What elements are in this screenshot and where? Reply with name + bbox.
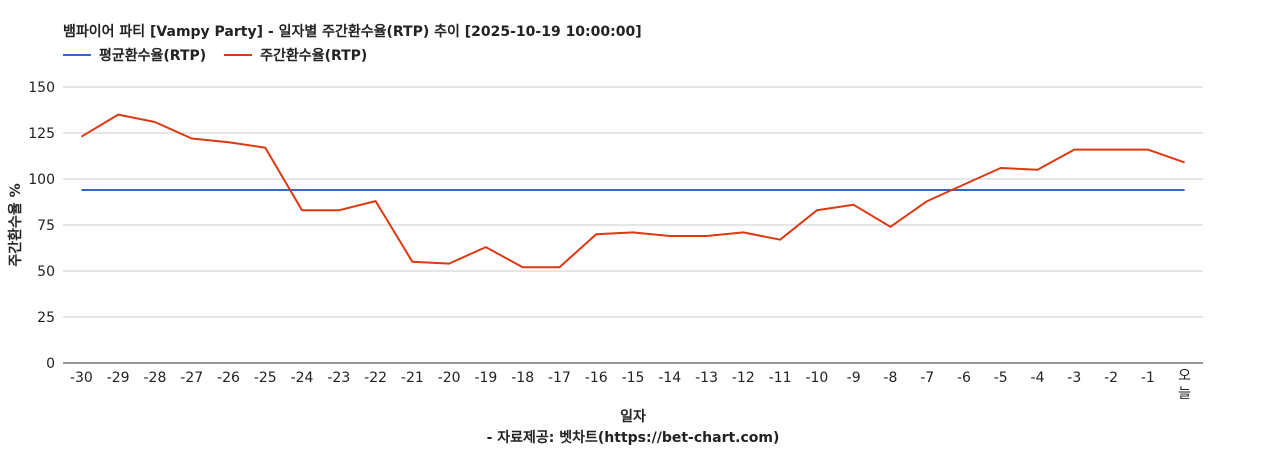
x-axis-title: 일자 — [620, 409, 646, 425]
x-tick-label: -28 — [143, 370, 166, 386]
x-tick-label: -29 — [107, 370, 130, 386]
legend-swatch-average — [63, 54, 91, 56]
legend-label-weekly: 주간환수율(RTP) — [260, 48, 368, 64]
gridlines — [63, 86, 1203, 318]
series-line-weekly — [80, 113, 1185, 269]
x-tick-label: -2 — [1104, 370, 1118, 386]
y-tick-label: 125 — [28, 126, 55, 142]
y-tick-label: 150 — [28, 80, 55, 96]
x-tick-label: -23 — [327, 370, 350, 386]
x-tick-label: -11 — [769, 370, 792, 386]
x-tick-label: -3 — [1067, 370, 1081, 386]
x-tick-label: 늘 — [1178, 386, 1191, 402]
x-tick-label: -20 — [438, 370, 461, 386]
legend: 평균환수율(RTP) 주간환수율(RTP) — [63, 45, 385, 65]
x-tick-label: -10 — [805, 370, 828, 386]
x-tick-label: -6 — [957, 370, 971, 386]
legend-item-average[interactable]: 평균환수율(RTP) — [63, 45, 206, 65]
x-tick-label: -13 — [695, 370, 718, 386]
x-tick-label: -1 — [1141, 370, 1155, 386]
x-tick-label: -25 — [254, 370, 277, 386]
x-tick-label: -9 — [847, 370, 861, 386]
series-lines — [80, 113, 1185, 269]
x-tick-label: -19 — [474, 370, 497, 386]
tick-labels: 0 25 50 75 100 125 150 -30 -29 -28 -27 -26 -25 -24 -23… — [28, 80, 1191, 402]
x-tick-label: -26 — [217, 370, 240, 386]
x-tick-label: -27 — [180, 370, 203, 386]
x-tick-label: -22 — [364, 370, 387, 386]
x-tick-label: -30 — [70, 370, 93, 386]
legend-item-weekly[interactable]: 주간환수율(RTP) — [224, 45, 367, 65]
y-tick-label: 25 — [37, 310, 55, 326]
x-tick-label: 오 — [1178, 368, 1191, 384]
y-tick-label: 0 — [46, 356, 55, 372]
x-tick-label: -18 — [511, 370, 534, 386]
source-credit: - 자료제공: 벳차트(https://bet-chart.com) — [487, 429, 780, 446]
y-tick-label: 100 — [28, 172, 55, 188]
x-tick-label: -21 — [401, 370, 424, 386]
legend-swatch-weekly — [224, 54, 253, 56]
chart-title: 뱀파이어 파티 [Vampy Party] - 일자별 주간환수율(RTP) 추… — [63, 24, 642, 40]
x-tick-label: -7 — [920, 370, 934, 386]
x-tick-label: -16 — [585, 370, 608, 386]
x-tick-label: -12 — [732, 370, 755, 386]
legend-label-average: 평균환수율(RTP) — [99, 48, 207, 64]
x-tick-label: -15 — [622, 370, 645, 386]
x-tick-label: -8 — [883, 370, 897, 386]
y-tick-label: 50 — [37, 264, 55, 280]
x-tick-label: -4 — [1031, 370, 1045, 386]
y-tick-label: 75 — [37, 218, 55, 234]
y-axis-title: 주간환수율 % — [7, 183, 24, 266]
x-tick-label: -24 — [291, 370, 314, 386]
x-tick-label: -5 — [994, 370, 1008, 386]
x-tick-label: -17 — [548, 370, 571, 386]
x-tick-label: -14 — [658, 370, 681, 386]
